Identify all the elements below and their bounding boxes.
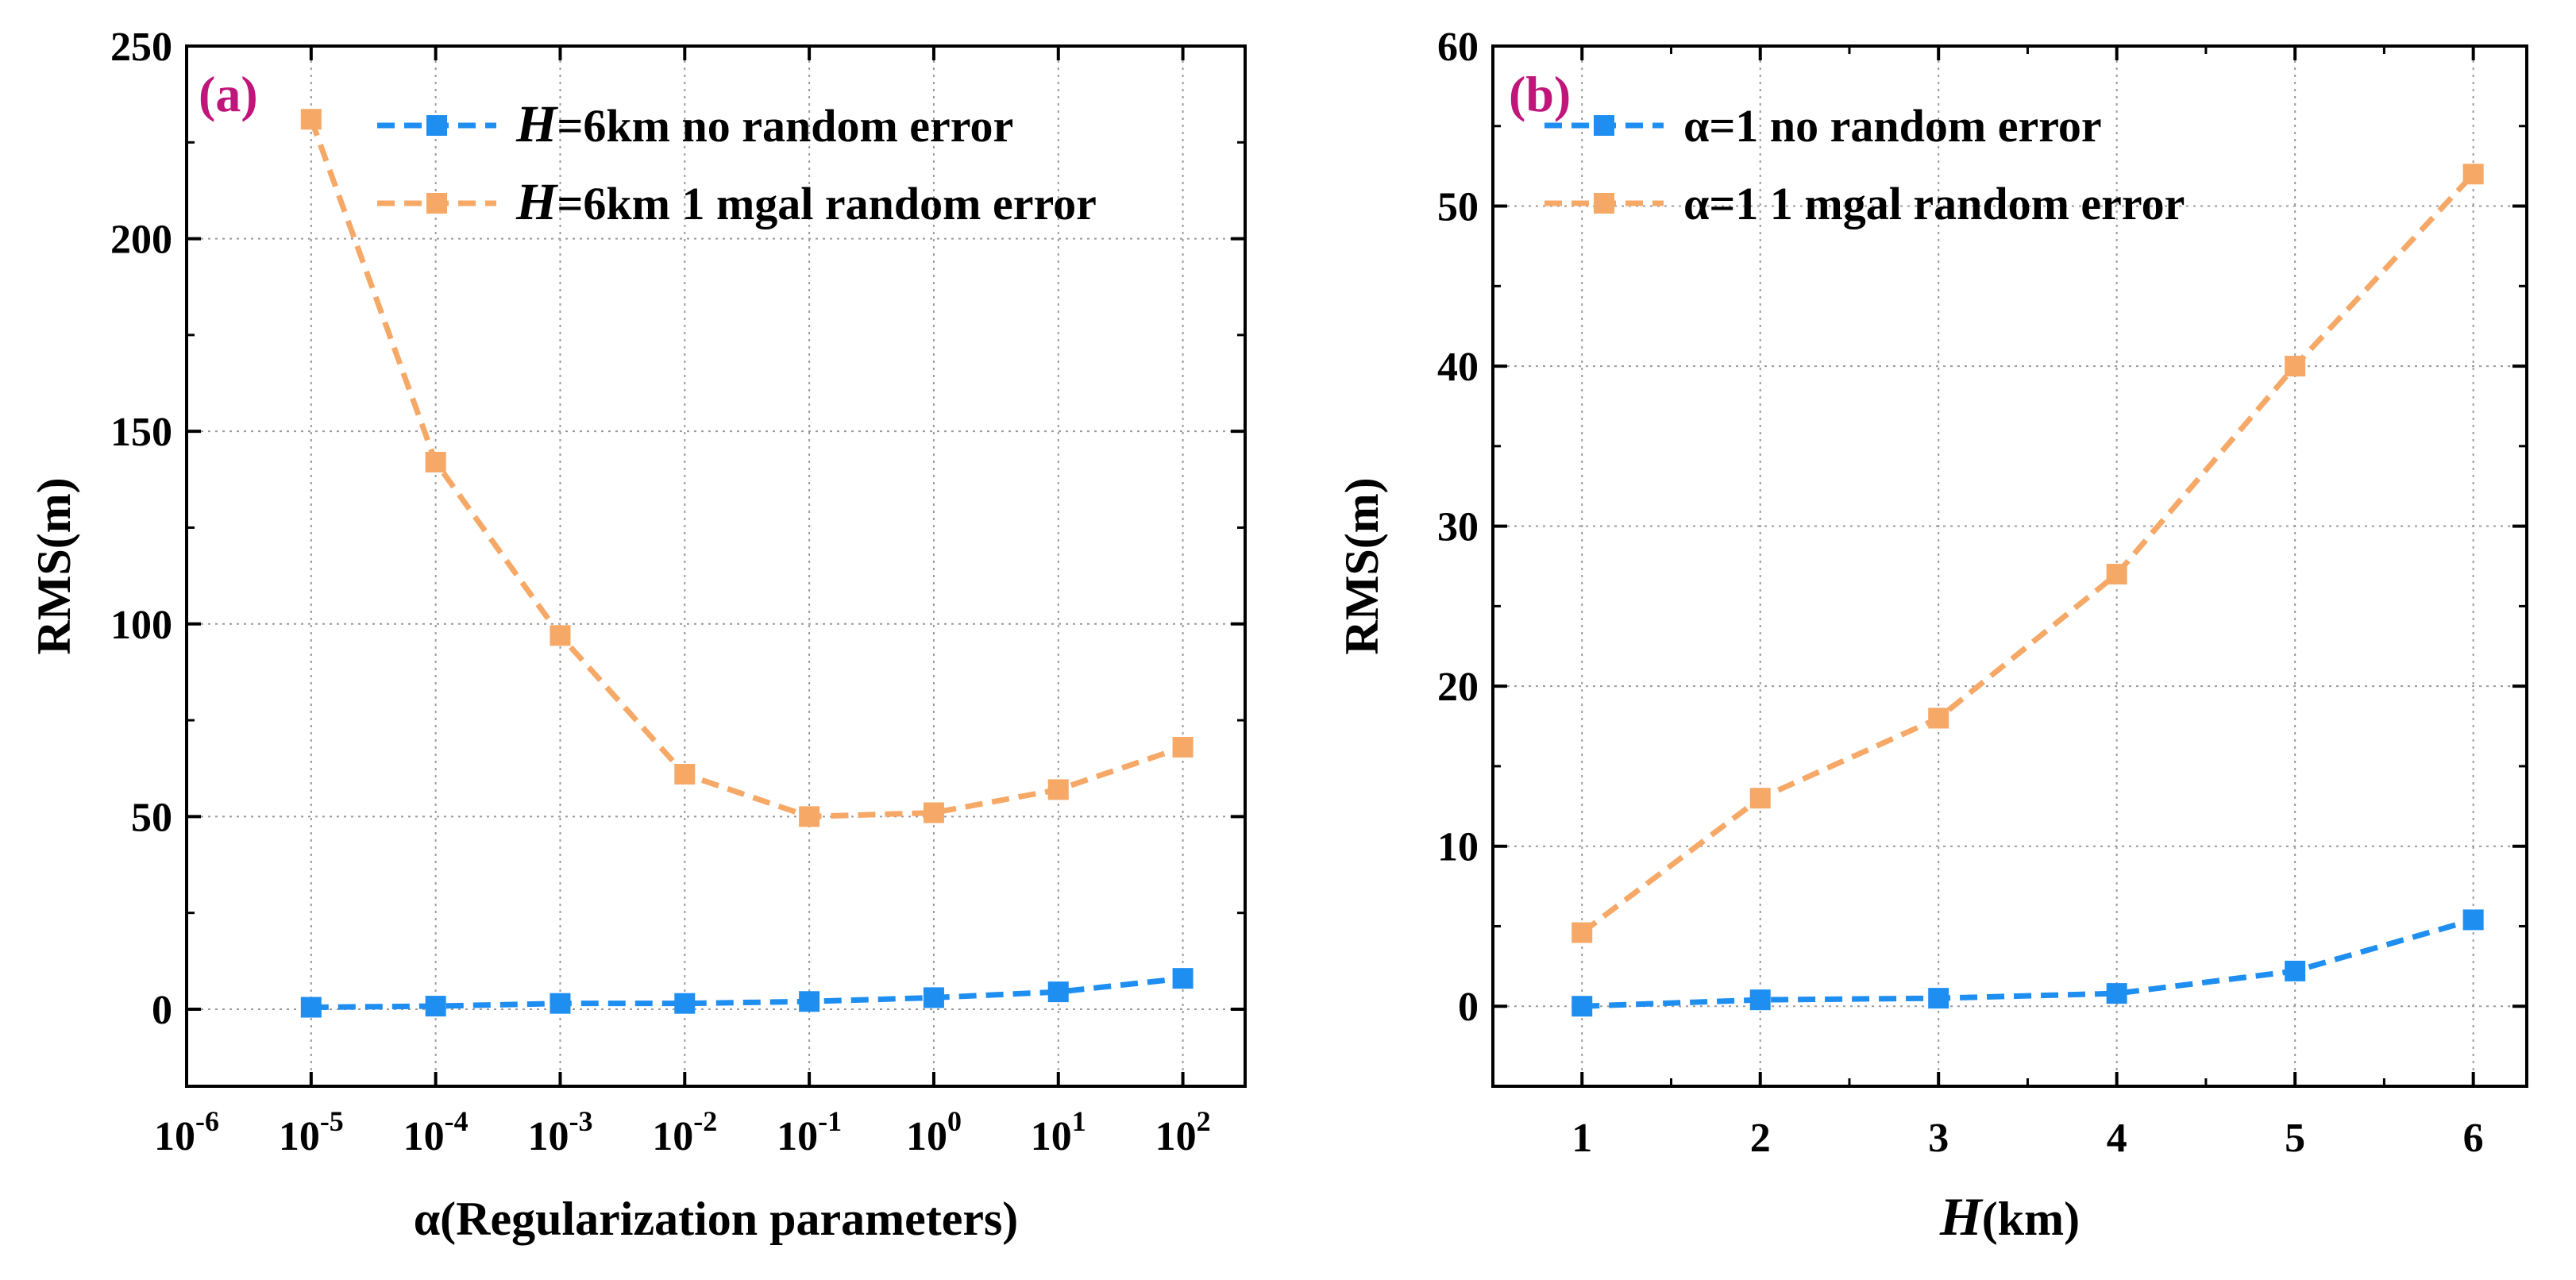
series-line	[1582, 917, 2474, 1009]
panel-label: (b)	[1509, 66, 1571, 122]
y-axis-title: RMS(m)	[1336, 477, 1388, 654]
data-point	[1571, 996, 1593, 1017]
x-tick-label: 2	[1750, 1116, 1771, 1161]
data-point	[300, 109, 322, 130]
x-tick-label: 10-1	[777, 1105, 842, 1159]
series-2	[300, 109, 1194, 827]
legend-swatch-marker	[426, 115, 447, 136]
legend: α=1 no random error α=1 1 mgal random err…	[1544, 100, 2185, 229]
y-tick-label: 50	[1437, 185, 1479, 230]
legend-label: α=1 no random error	[1683, 100, 2102, 152]
x-tick-label: 101	[1031, 1105, 1086, 1159]
plot-frame	[185, 44, 1247, 1088]
data-point	[1928, 707, 1949, 729]
legend-swatch-marker	[1594, 193, 1614, 214]
y-tick-label: 0	[152, 988, 172, 1033]
data-point	[425, 996, 446, 1017]
x-tick-label: 10-2	[652, 1105, 717, 1159]
x-axis-title: α(Regularization parameters)	[414, 1193, 1019, 1245]
series-line	[1580, 172, 2476, 935]
data-point	[1172, 968, 1194, 989]
y-tick-label: 200	[110, 218, 172, 263]
data-point	[674, 764, 696, 785]
legend-label: H=6km 1 mgal random error	[515, 173, 1097, 231]
x-tick-label: 5	[2285, 1116, 2305, 1161]
series-2	[1571, 164, 2484, 943]
legend: H=6km no random error H=6km 1 mgal random…	[377, 95, 1097, 231]
x-tick-label: 1	[1571, 1116, 1592, 1161]
y-axis-ticks: 0 50 100 150 200 250	[110, 25, 1245, 1033]
data-point	[2462, 909, 2484, 931]
x-tick-label: 4	[2107, 1116, 2127, 1161]
series-1	[1571, 909, 2484, 1017]
legend-label: H=6km no random error	[515, 95, 1013, 153]
data-point	[425, 452, 446, 472]
data-point	[799, 806, 820, 827]
data-point	[1172, 737, 1194, 758]
y-tick-label: 50	[131, 795, 172, 840]
x-tick-label: 10-5	[279, 1105, 344, 1159]
y-tick-label: 30	[1437, 505, 1479, 550]
x-tick-label: 102	[1155, 1105, 1211, 1159]
plot-frame	[1491, 44, 2528, 1088]
data-point	[1928, 988, 1949, 1009]
x-axis-ticks: 1 2 3 4 5 6	[1571, 46, 2484, 1161]
data-point	[1749, 788, 1771, 809]
data-point	[2285, 960, 2306, 981]
data-point	[300, 997, 322, 1018]
x-tick-label: 10-3	[527, 1105, 592, 1159]
x-axis-title: H(km)	[1939, 1186, 2080, 1247]
x-tick-label: 6	[2463, 1116, 2484, 1161]
y-tick-label: 250	[110, 25, 172, 70]
y-tick-label: 100	[110, 603, 172, 648]
data-point	[2285, 356, 2306, 377]
data-point	[923, 802, 944, 823]
x-tick-label: 100	[906, 1105, 962, 1159]
y-axis-ticks: 0 10 20 30 40 50 60	[1437, 25, 2527, 1088]
data-point	[674, 993, 696, 1014]
series-line	[310, 975, 1183, 1011]
data-point	[550, 625, 571, 646]
data-point	[1571, 922, 1593, 943]
legend-swatch-marker	[1594, 115, 1614, 136]
x-axis-ticks: 10-6 10-5 10-4 10-3 10-2 10-1 100 101 102	[154, 46, 1211, 1159]
data-point	[1047, 779, 1069, 800]
data-point	[1749, 989, 1771, 1011]
data-point	[799, 991, 820, 1012]
data-point	[2106, 564, 2127, 585]
x-tick-label: 10-6	[154, 1105, 219, 1159]
data-point	[923, 987, 944, 1008]
y-tick-label: 0	[1458, 985, 1479, 1030]
series-1	[300, 968, 1194, 1018]
y-tick-label: 20	[1437, 665, 1479, 710]
x-tick-label: 10-4	[403, 1105, 469, 1159]
data-point	[2462, 164, 2484, 185]
legend-label: α=1 1 mgal random error	[1683, 178, 2185, 229]
data-point	[1047, 981, 1069, 1003]
data-point	[2106, 983, 2127, 1004]
panel-a: 10-6 10-5 10-4 10-3 10-2 10-1 100 101 1020501001…	[28, 25, 1247, 1245]
y-tick-label: 60	[1437, 25, 1479, 70]
x-tick-label: 3	[1928, 1116, 1949, 1161]
grid	[186, 45, 1245, 1086]
data-point	[550, 993, 571, 1014]
y-axis-title: RMS(m)	[28, 477, 80, 654]
y-tick-label: 150	[110, 410, 172, 455]
y-tick-label: 40	[1437, 345, 1479, 390]
y-tick-label: 10	[1437, 825, 1479, 870]
panel-label: (a)	[199, 66, 258, 122]
legend-swatch-marker	[426, 193, 447, 214]
